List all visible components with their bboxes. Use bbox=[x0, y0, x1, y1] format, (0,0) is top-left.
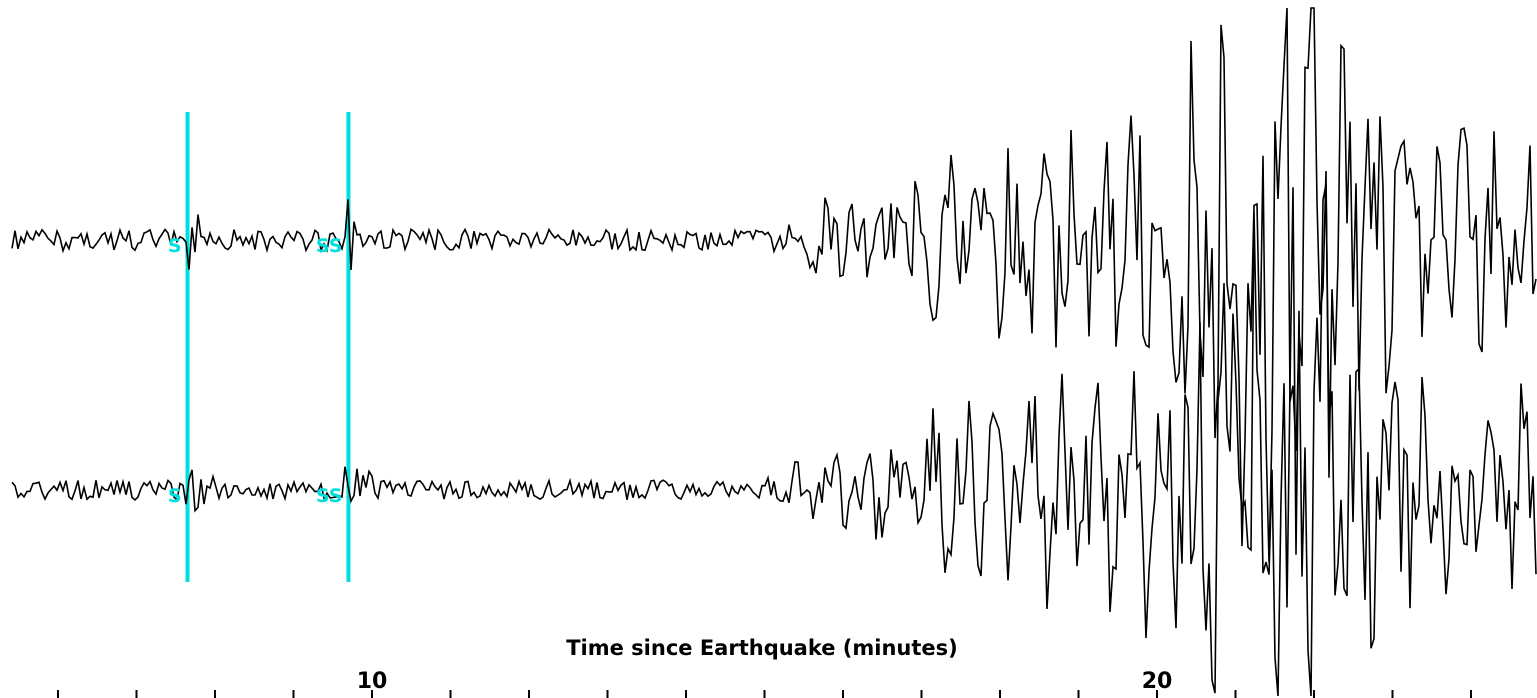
phase-label-s-1: S bbox=[168, 235, 182, 257]
phase-label-ss-1: SS bbox=[316, 235, 343, 257]
phase-label-s-2: S bbox=[168, 485, 182, 507]
trace-lower bbox=[11, 184, 1537, 697]
phase-label-ss-2: SS bbox=[316, 485, 343, 507]
phase-pick-labels: PPPPPPSSSSSS bbox=[168, 235, 343, 507]
trace-upper bbox=[11, 7, 1537, 563]
phase-pick-lines bbox=[185, 112, 351, 582]
seismogram-traces bbox=[11, 7, 1537, 697]
x-tick-label-10: 10 bbox=[357, 669, 388, 694]
x-tick-label-20: 20 bbox=[1142, 669, 1173, 694]
x-axis-label: Time since Earthquake (minutes) bbox=[566, 636, 958, 660]
time-axis: 10 20 bbox=[57, 669, 1472, 698]
